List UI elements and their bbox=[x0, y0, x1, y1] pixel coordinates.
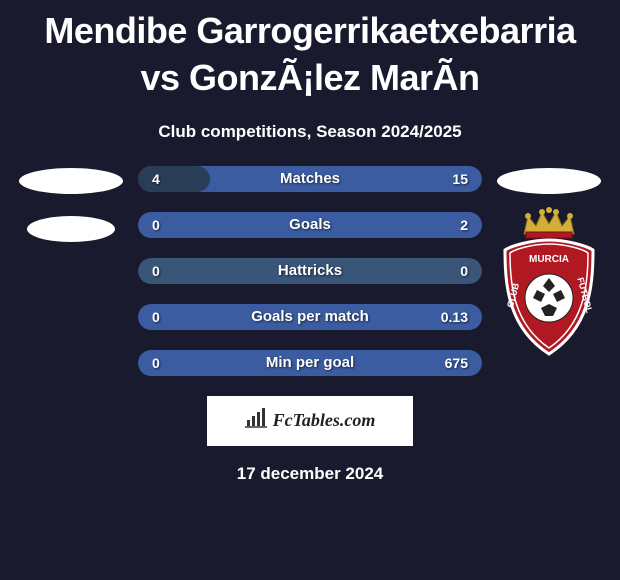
stat-bar: 0 Goals per match 0.13 bbox=[138, 304, 482, 330]
left-player-col bbox=[16, 166, 126, 242]
stat-bar: 0 Goals 2 bbox=[138, 212, 482, 238]
crown-icon bbox=[520, 206, 578, 240]
stat-value-left: 0 bbox=[152, 217, 160, 233]
date-text: 17 december 2024 bbox=[237, 464, 384, 484]
stat-value-left: 0 bbox=[152, 263, 160, 279]
stat-bar: 4 Matches 15 bbox=[138, 166, 482, 192]
stat-value-left: 4 bbox=[152, 171, 160, 187]
stat-label: Min per goal bbox=[266, 354, 354, 371]
page-title: Mendibe Garrogerrikaetxebarria vs GonzÃ¡… bbox=[0, 8, 620, 102]
stats-column: 4 Matches 15 0 Goals 2 0 Hattricks 0 0 Goals per m… bbox=[138, 166, 482, 376]
comparison-row: 4 Matches 15 0 Goals 2 0 Hattricks 0 0 Goals per m… bbox=[0, 166, 620, 376]
stat-value-right: 2 bbox=[460, 217, 468, 233]
svg-text:MURCIA: MURCIA bbox=[529, 254, 569, 265]
stat-label: Matches bbox=[280, 170, 340, 187]
stat-value-left: 0 bbox=[152, 355, 160, 371]
right-player-col: MURCIA CLUB FUTBOL bbox=[494, 166, 604, 356]
chart-icon bbox=[245, 408, 267, 434]
logo-text: FcTables.com bbox=[273, 410, 376, 431]
stat-value-right: 675 bbox=[445, 355, 468, 371]
stat-value-right: 0 bbox=[460, 263, 468, 279]
stat-label: Hattricks bbox=[278, 262, 342, 279]
fctables-logo: FcTables.com bbox=[207, 396, 413, 446]
stat-label: Goals bbox=[289, 216, 331, 233]
player-placeholder-icon bbox=[497, 168, 601, 194]
stat-value-left: 0 bbox=[152, 309, 160, 325]
player-placeholder-icon bbox=[19, 168, 123, 194]
stat-value-right: 15 bbox=[452, 171, 468, 187]
stat-value-right: 0.13 bbox=[441, 309, 468, 325]
stat-label: Goals per match bbox=[251, 308, 369, 325]
club-badge-icon: MURCIA CLUB FUTBOL bbox=[501, 206, 597, 356]
stat-bar: 0 Hattricks 0 bbox=[138, 258, 482, 284]
stat-fill-left bbox=[138, 166, 210, 192]
subtitle: Club competitions, Season 2024/2025 bbox=[158, 122, 461, 142]
stat-bar: 0 Min per goal 675 bbox=[138, 350, 482, 376]
shield-icon: MURCIA CLUB FUTBOL bbox=[501, 238, 597, 356]
team-placeholder-icon bbox=[27, 216, 115, 242]
